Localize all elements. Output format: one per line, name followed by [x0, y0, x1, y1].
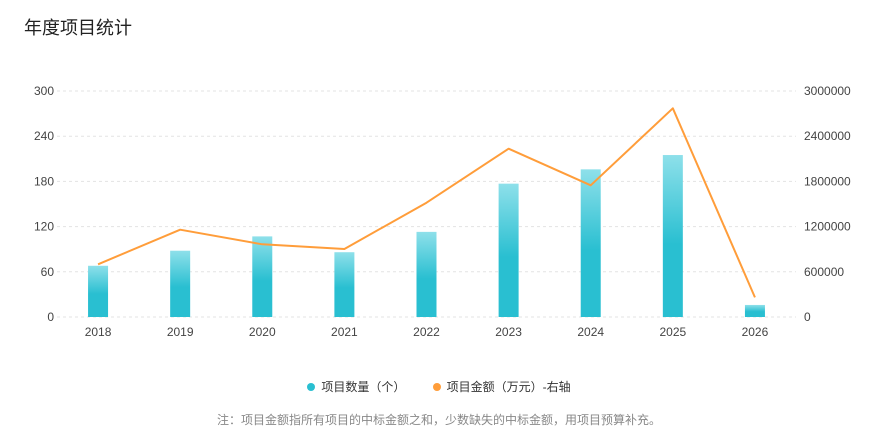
- bar-2026: [744, 304, 765, 317]
- x-axis-tick-label: 2021: [331, 325, 358, 339]
- legend-item-count[interactable]: 项目数量（个）: [307, 378, 405, 395]
- left-axis-tick-label: 120: [34, 220, 54, 234]
- x-axis-tick-label: 2025: [659, 325, 686, 339]
- left-axis-tick-label: 60: [41, 265, 55, 279]
- bar-2021: [334, 252, 355, 317]
- x-axis-tick-label: 2019: [167, 325, 194, 339]
- left-axis-tick-label: 0: [47, 310, 54, 324]
- right-axis-tick-label: 2400000: [804, 129, 851, 143]
- left-axis-tick-label: 240: [34, 129, 54, 143]
- x-axis-tick-label: 2024: [577, 325, 604, 339]
- bar-2025: [662, 155, 683, 317]
- legend-label: 项目数量（个）: [321, 380, 406, 394]
- left-axis-tick-label: 180: [34, 174, 54, 188]
- x-axis-tick-label: 2020: [249, 325, 276, 339]
- bar-2018: [88, 265, 109, 317]
- bar-2023: [498, 183, 519, 317]
- footnote: 注：项目金额指所有项目的中标金额之和，少数缺失的中标金额，用项目预算补充。: [216, 413, 661, 427]
- x-axis-tick-label: 2023: [495, 325, 522, 339]
- right-axis-tick-label: 0: [804, 310, 811, 324]
- bar-2020: [252, 236, 273, 317]
- legend-item-amount[interactable]: 项目金额（万元）-右轴: [432, 378, 571, 395]
- bar-2022: [416, 231, 437, 317]
- x-axis-tick-label: 2022: [413, 325, 440, 339]
- legend: 项目数量（个） 项目金额（万元）-右轴: [0, 378, 878, 395]
- bar-2019: [170, 250, 191, 317]
- left-axis-tick-label: 300: [34, 84, 54, 98]
- right-axis-tick-label: 3000000: [804, 84, 851, 98]
- chart-title: 年度项目统计: [24, 18, 132, 38]
- x-axis-tick-label: 2026: [742, 325, 769, 339]
- right-axis-tick-label: 600000: [804, 265, 844, 279]
- bar-2024: [580, 169, 601, 317]
- right-axis-tick-label: 1800000: [804, 174, 851, 188]
- x-axis-tick-label: 2018: [85, 325, 112, 339]
- legend-dot-icon: [307, 382, 316, 391]
- right-axis-tick-label: 1200000: [804, 220, 851, 234]
- legend-dot-icon: [432, 382, 441, 391]
- legend-label: 项目金额（万元）-右轴: [446, 380, 571, 394]
